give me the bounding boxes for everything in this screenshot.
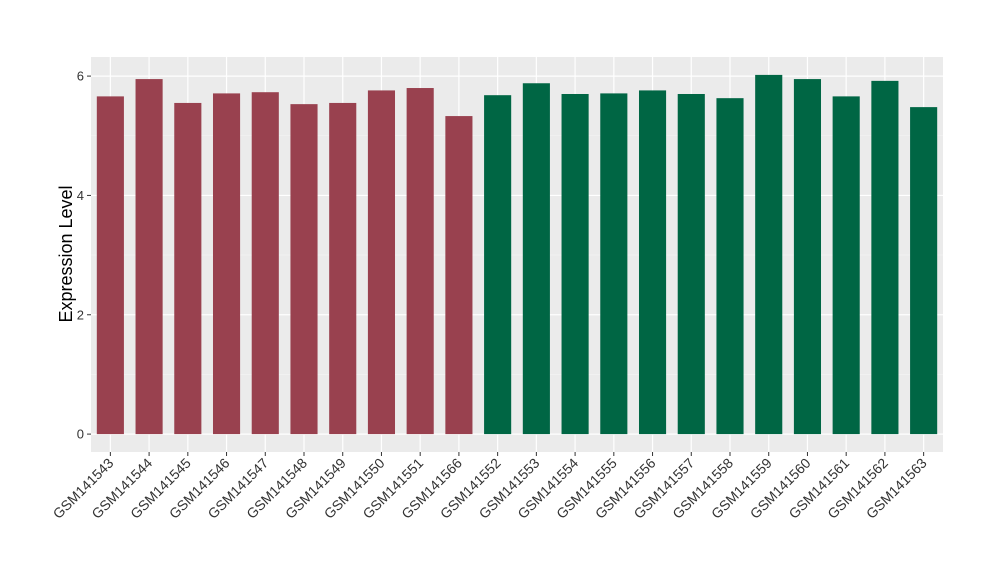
bar (677, 93, 705, 435)
y-tick-label: 6 (77, 69, 84, 84)
bar (406, 88, 434, 435)
bar (832, 96, 860, 435)
bar (716, 98, 744, 435)
bar (96, 96, 124, 435)
bar (600, 93, 628, 435)
bar (329, 102, 357, 435)
bar (484, 95, 512, 435)
y-tick-label: 0 (77, 427, 84, 442)
bar (290, 104, 318, 435)
bar (910, 107, 938, 435)
bar (251, 92, 279, 435)
bar (135, 79, 163, 435)
bar (522, 83, 550, 435)
bar (871, 80, 899, 435)
bar (445, 116, 473, 435)
bar (638, 90, 667, 435)
bar (174, 102, 202, 435)
bar (755, 74, 783, 435)
y-axis-label: Expression Level (56, 185, 76, 322)
bar (367, 90, 396, 435)
bar (212, 93, 241, 435)
y-tick-label: 2 (77, 307, 84, 322)
bar (561, 93, 589, 435)
y-tick-label: 4 (77, 188, 84, 203)
bar (793, 79, 822, 435)
